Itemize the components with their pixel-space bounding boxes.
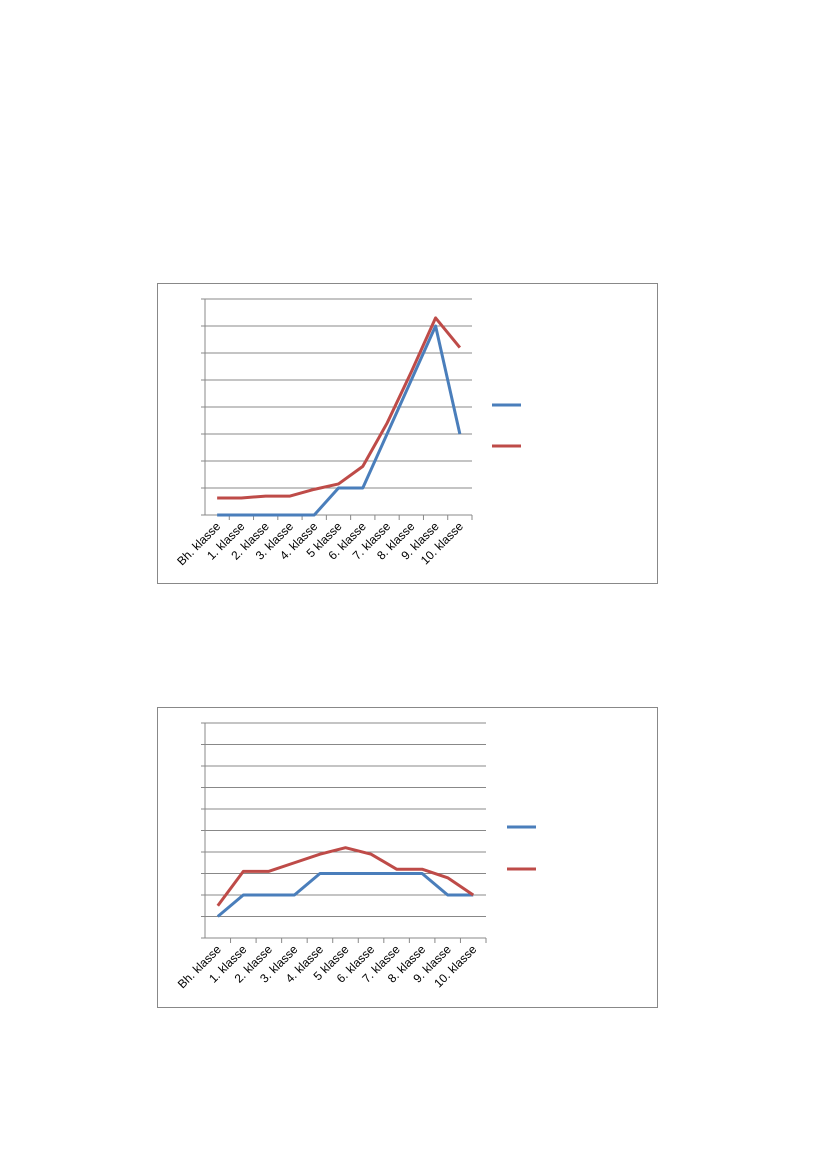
chart-frame	[157, 707, 658, 1008]
series-line	[217, 324, 462, 517]
series-line	[216, 846, 475, 907]
series-line	[217, 316, 462, 500]
series-line	[216, 872, 474, 918]
